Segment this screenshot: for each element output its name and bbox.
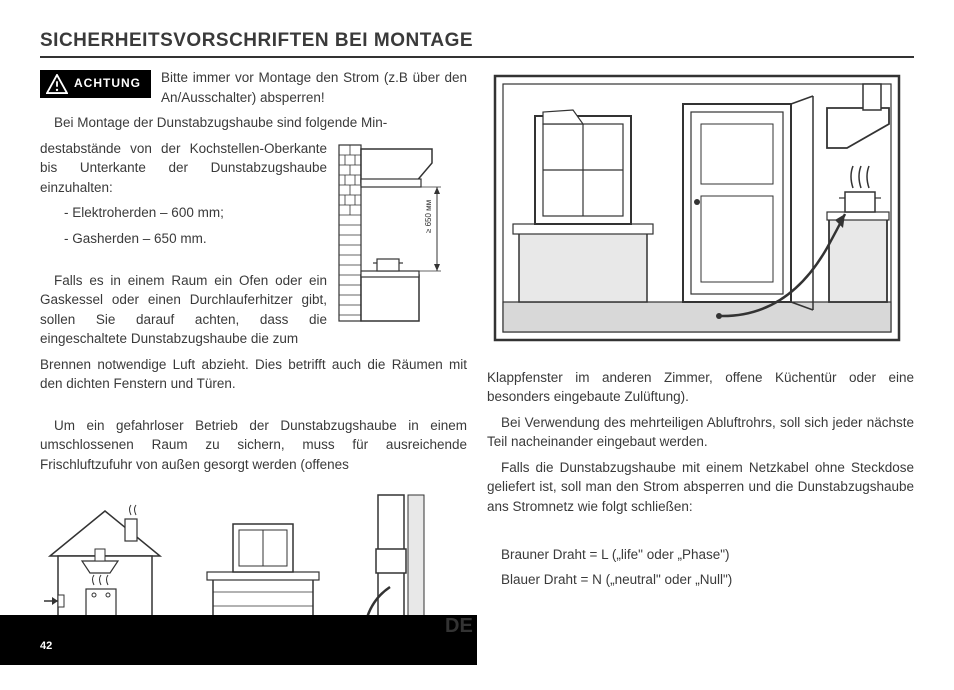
p-netz: Falls die Dunstabzugshaube mit einem Net… xyxy=(487,458,914,517)
bottom-figures xyxy=(40,491,467,631)
achtung-label: ACHTUNG xyxy=(74,75,141,92)
achtung-badge: ACHTUNG xyxy=(40,70,151,98)
page-number: 42 xyxy=(40,640,52,652)
lang-code: DE xyxy=(445,615,473,638)
page-title: SICHERHEITSVORSCHRIFTEN BEI MONTAGE xyxy=(40,30,914,58)
p-mindist-a: Bei Montage der Dunstabzugshaube sind fo… xyxy=(40,113,467,133)
wire-brown: Brauner Draht = L („life" oder „Phase") xyxy=(501,545,914,565)
room-figure xyxy=(487,68,914,354)
p-klapp: Klappfenster im anderen Zimmer, offene K… xyxy=(487,368,914,407)
p-oven-b: Brennen notwendige Luft abzieht. Dies be… xyxy=(40,355,467,394)
clearance-label: ≥ 650 мм xyxy=(424,200,433,233)
right-column: Klappfenster im anderen Zimmer, offene K… xyxy=(487,68,914,631)
window-figure xyxy=(205,516,325,631)
p-freshair: Um ein gefahrloser Betrieb der Dunstabzu… xyxy=(40,416,467,475)
p-abluft: Bei Verwendung des mehrteiligen Abluftro… xyxy=(487,413,914,452)
left-column: ACHTUNG Bitte immer vor Montage den Stro… xyxy=(40,68,467,631)
two-columns: ACHTUNG Bitte immer vor Montage den Stro… xyxy=(40,68,914,631)
wire-blue: Blauer Draht = N („neutral" oder „Null") xyxy=(501,570,914,590)
clearance-figure: ≥ 650 мм xyxy=(337,143,467,329)
flue-figure xyxy=(360,491,430,631)
warning-icon xyxy=(46,74,68,94)
footer-bar xyxy=(0,615,477,665)
house-figure xyxy=(40,501,170,631)
